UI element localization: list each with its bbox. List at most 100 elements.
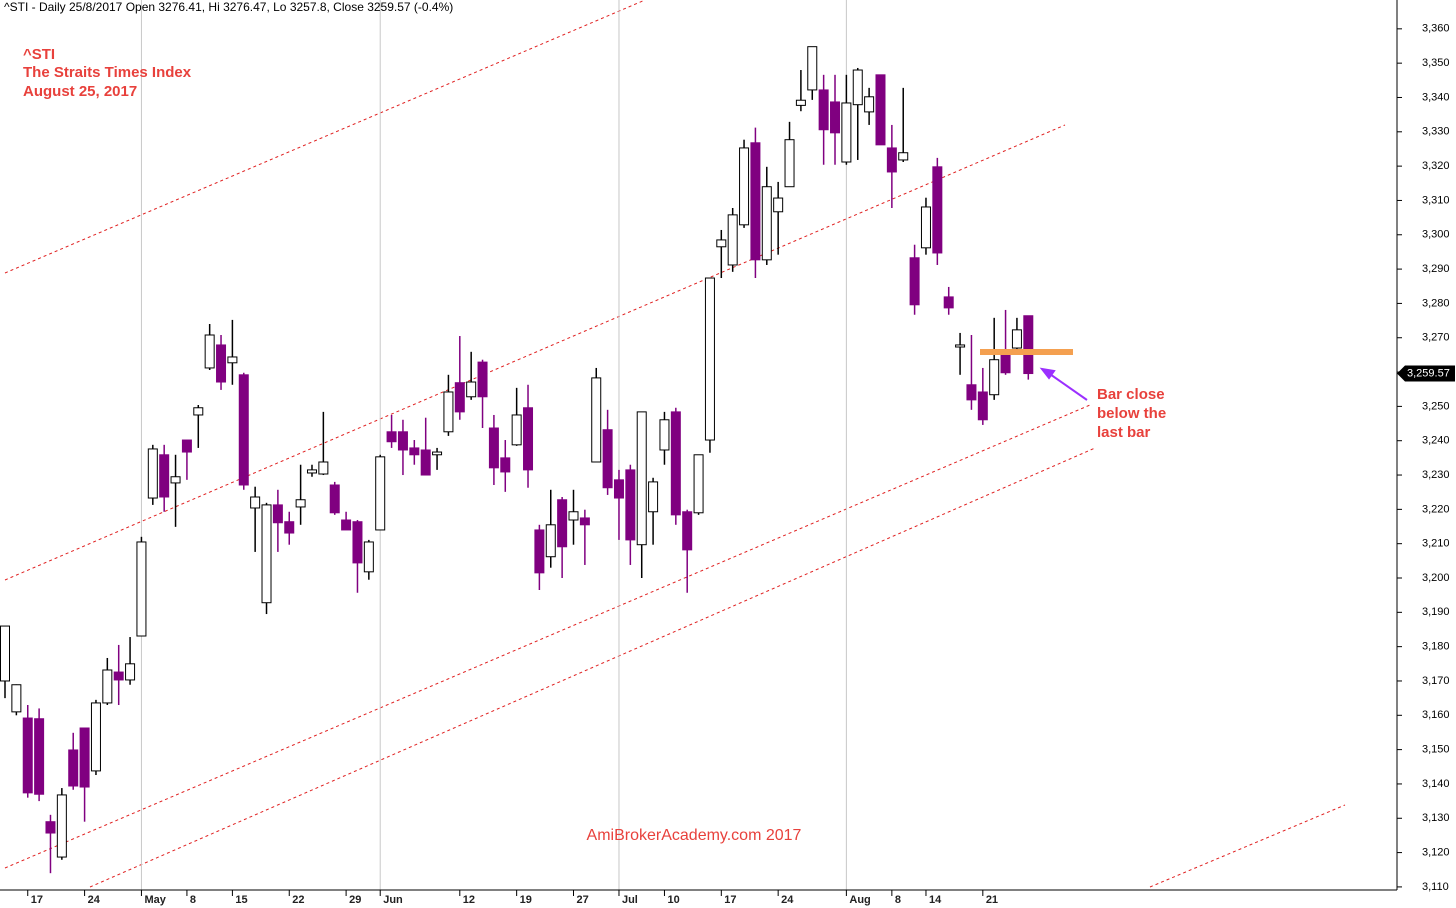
candle-body	[466, 381, 477, 398]
candle-body	[557, 499, 568, 548]
candle-body	[727, 214, 738, 266]
x-tick-label: 17	[31, 894, 43, 906]
candle-body	[136, 541, 147, 637]
x-tick-label: 27	[577, 894, 589, 906]
candle-body	[704, 277, 715, 441]
candle-body	[977, 391, 988, 421]
candle-body	[761, 186, 772, 261]
candle-body	[659, 419, 670, 451]
candle-body	[34, 718, 45, 795]
candle-body	[477, 361, 488, 398]
chart-title: ^STI	[23, 46, 55, 63]
channel-lines	[4, 0, 1346, 888]
candle-body	[818, 89, 829, 131]
y-tick-label: 3,250	[1422, 400, 1450, 412]
x-tick-label: Jul	[622, 894, 638, 906]
candle-body	[216, 344, 227, 383]
candle-body	[56, 794, 67, 858]
last-price-label: 3,259.57	[1407, 367, 1450, 379]
chart-subtitle: The Straits Times Index	[23, 64, 192, 81]
candle-body	[739, 147, 750, 226]
channel-line	[89, 447, 1096, 888]
candle-body	[272, 504, 283, 524]
candle-body	[773, 197, 784, 213]
watermark: AmiBrokerAcademy.com 2017	[587, 827, 802, 844]
channel-line	[1149, 804, 1346, 888]
y-tick-label: 3,240	[1422, 435, 1450, 447]
x-tick-label: 22	[292, 894, 304, 906]
x-tick-label: 24	[781, 894, 794, 906]
candle-body	[545, 524, 556, 558]
y-tick-label: 3,280	[1422, 297, 1450, 309]
candle-body	[511, 414, 522, 446]
y-tick-label: 3,300	[1422, 229, 1450, 241]
candle-body	[500, 457, 511, 473]
x-tick-label: 24	[88, 894, 101, 906]
candle-body	[579, 517, 590, 526]
candle-body	[625, 469, 636, 541]
annotation: last bar	[1097, 424, 1151, 441]
candle-body	[68, 749, 79, 787]
candle-body	[682, 511, 693, 551]
y-tick-label: 3,360	[1422, 23, 1450, 35]
candle-body	[159, 454, 170, 498]
candle-body	[306, 469, 317, 474]
candle-body	[261, 504, 272, 604]
y-tick-label: 3,210	[1422, 538, 1450, 550]
x-tick-label: 19	[520, 894, 532, 906]
y-tick-label: 3,350	[1422, 57, 1450, 69]
candle-body	[920, 206, 931, 249]
x-tick-label: 14	[929, 894, 942, 906]
candle-body	[613, 479, 624, 499]
candle-body	[193, 407, 204, 416]
candle-body	[238, 374, 249, 486]
y-tick-label: 3,310	[1422, 194, 1450, 206]
candle-body	[79, 727, 90, 788]
candle-body	[227, 356, 238, 364]
candle-body	[693, 454, 704, 514]
candle-body	[102, 669, 113, 704]
candle-body	[363, 541, 374, 573]
candle-body	[397, 431, 408, 451]
candle-body	[841, 102, 852, 163]
x-tick-label: 12	[463, 894, 475, 906]
candle-body	[352, 521, 363, 564]
candle-body	[432, 451, 443, 456]
x-tick-label: Aug	[849, 894, 870, 906]
y-tick-label: 3,200	[1422, 572, 1450, 584]
y-tick-label: 3,140	[1422, 778, 1450, 790]
x-tick-label: May	[144, 894, 166, 906]
annotation: below the	[1097, 405, 1166, 422]
candle-body	[341, 519, 352, 531]
candle-body	[966, 384, 977, 401]
candle-body	[90, 702, 101, 772]
candle-body	[523, 407, 534, 471]
arrow	[1039, 367, 1088, 401]
x-tick-label: 17	[724, 894, 736, 906]
candle-body	[488, 427, 499, 469]
candle-body	[750, 142, 761, 261]
y-tick-label: 3,130	[1422, 812, 1450, 824]
candle-body	[795, 99, 806, 106]
candle-body	[318, 461, 329, 475]
y-tick-label: 3,220	[1422, 503, 1450, 515]
candle-body	[955, 344, 966, 348]
y-tick-label: 3,320	[1422, 160, 1450, 172]
channel-line	[4, 124, 1066, 581]
candle-body	[454, 382, 465, 413]
candle-body	[830, 101, 841, 134]
header: ^STI - Daily 25/8/2017 Open 3276.41, Hi …	[4, 0, 453, 14]
candle-body	[420, 449, 431, 476]
y-tick-label: 3,290	[1422, 263, 1450, 275]
y-tick-label: 3,190	[1422, 606, 1450, 618]
x-tick-label: 8	[190, 894, 196, 906]
x-tick-label: 21	[986, 894, 998, 906]
candle-body	[568, 511, 579, 521]
x-tick-label: 29	[349, 894, 361, 906]
candle-body	[147, 448, 158, 499]
y-tick-label: 3,160	[1422, 709, 1450, 721]
channel-line	[4, 0, 646, 274]
x-tick-label: Jun	[383, 894, 403, 906]
candle-body	[886, 147, 897, 173]
